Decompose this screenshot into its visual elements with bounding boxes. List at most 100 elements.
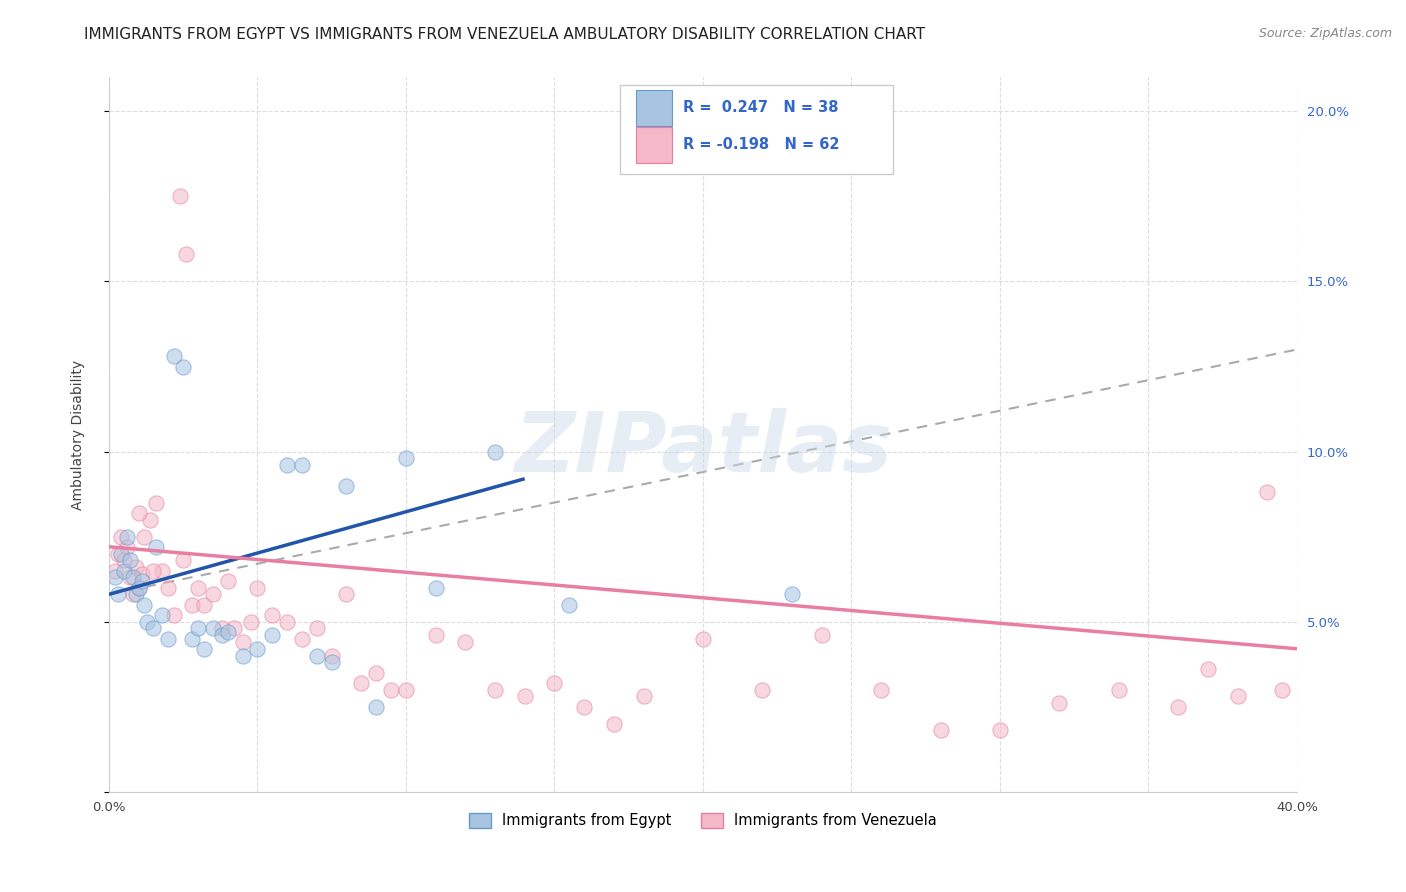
Point <box>112 564 135 578</box>
Point <box>118 553 141 567</box>
Point <box>110 530 132 544</box>
Point <box>246 581 269 595</box>
Point <box>193 598 215 612</box>
Point <box>1108 682 1130 697</box>
Point <box>115 540 138 554</box>
Point <box>1226 690 1249 704</box>
Point <box>134 530 156 544</box>
Point <box>139 512 162 526</box>
Point <box>1256 485 1278 500</box>
FancyBboxPatch shape <box>620 85 893 174</box>
Point <box>163 607 186 622</box>
Point <box>169 189 191 203</box>
Point <box>1197 662 1219 676</box>
Point <box>131 566 153 581</box>
Point <box>395 451 418 466</box>
Point <box>118 570 141 584</box>
Point <box>121 570 143 584</box>
Point <box>163 349 186 363</box>
Point <box>110 547 132 561</box>
Point <box>181 598 204 612</box>
Point <box>1167 699 1189 714</box>
Point <box>780 587 803 601</box>
Point <box>929 723 952 738</box>
Point <box>305 621 328 635</box>
Point <box>128 581 150 595</box>
Point <box>513 690 536 704</box>
Point <box>124 560 146 574</box>
Point <box>558 598 581 612</box>
Point <box>291 458 314 472</box>
Point <box>201 587 224 601</box>
Point <box>484 444 506 458</box>
Text: R =  0.247   N = 38: R = 0.247 N = 38 <box>683 101 838 115</box>
Point <box>572 699 595 714</box>
Point <box>350 675 373 690</box>
Point <box>124 587 146 601</box>
Text: Source: ZipAtlas.com: Source: ZipAtlas.com <box>1258 27 1392 40</box>
Point <box>150 607 173 622</box>
Point <box>276 615 298 629</box>
Point <box>136 615 159 629</box>
Point <box>276 458 298 472</box>
Point <box>246 641 269 656</box>
Point <box>1047 696 1070 710</box>
Point <box>454 635 477 649</box>
FancyBboxPatch shape <box>637 127 672 162</box>
Point <box>291 632 314 646</box>
Point <box>810 628 832 642</box>
Point <box>131 574 153 588</box>
Point <box>366 699 388 714</box>
Point <box>150 564 173 578</box>
Point <box>121 587 143 601</box>
Point <box>107 547 129 561</box>
Y-axis label: Ambulatory Disability: Ambulatory Disability <box>72 359 86 509</box>
Point <box>145 540 167 554</box>
Point <box>380 682 402 697</box>
Point <box>231 648 253 663</box>
Point <box>1271 682 1294 697</box>
Point <box>104 564 127 578</box>
Point <box>543 675 565 690</box>
Point <box>211 621 233 635</box>
Text: R = -0.198   N = 62: R = -0.198 N = 62 <box>683 137 839 153</box>
Point <box>425 628 447 642</box>
Point <box>395 682 418 697</box>
Point <box>240 615 263 629</box>
Point <box>603 716 626 731</box>
Point <box>692 632 714 646</box>
Point <box>870 682 893 697</box>
Legend: Immigrants from Egypt, Immigrants from Venezuela: Immigrants from Egypt, Immigrants from V… <box>463 807 943 834</box>
Point <box>172 359 194 374</box>
Point <box>157 581 180 595</box>
Point <box>321 648 343 663</box>
Point <box>115 530 138 544</box>
Point <box>262 628 284 642</box>
Point <box>201 621 224 635</box>
Point <box>187 581 209 595</box>
Point <box>128 581 150 595</box>
Point <box>366 665 388 680</box>
Point <box>107 587 129 601</box>
Point <box>988 723 1011 738</box>
Point <box>335 587 357 601</box>
Point <box>321 656 343 670</box>
Point <box>217 624 239 639</box>
Point <box>751 682 773 697</box>
Point <box>335 478 357 492</box>
Point <box>112 553 135 567</box>
Point <box>425 581 447 595</box>
Point <box>128 506 150 520</box>
Point <box>484 682 506 697</box>
Point <box>187 621 209 635</box>
Point <box>211 628 233 642</box>
Point <box>174 247 197 261</box>
Point <box>181 632 204 646</box>
Point <box>142 564 165 578</box>
FancyBboxPatch shape <box>637 90 672 126</box>
Point <box>157 632 180 646</box>
Text: ZIPatlas: ZIPatlas <box>515 409 891 490</box>
Point <box>104 570 127 584</box>
Point <box>134 598 156 612</box>
Text: IMMIGRANTS FROM EGYPT VS IMMIGRANTS FROM VENEZUELA AMBULATORY DISABILITY CORRELA: IMMIGRANTS FROM EGYPT VS IMMIGRANTS FROM… <box>84 27 925 42</box>
